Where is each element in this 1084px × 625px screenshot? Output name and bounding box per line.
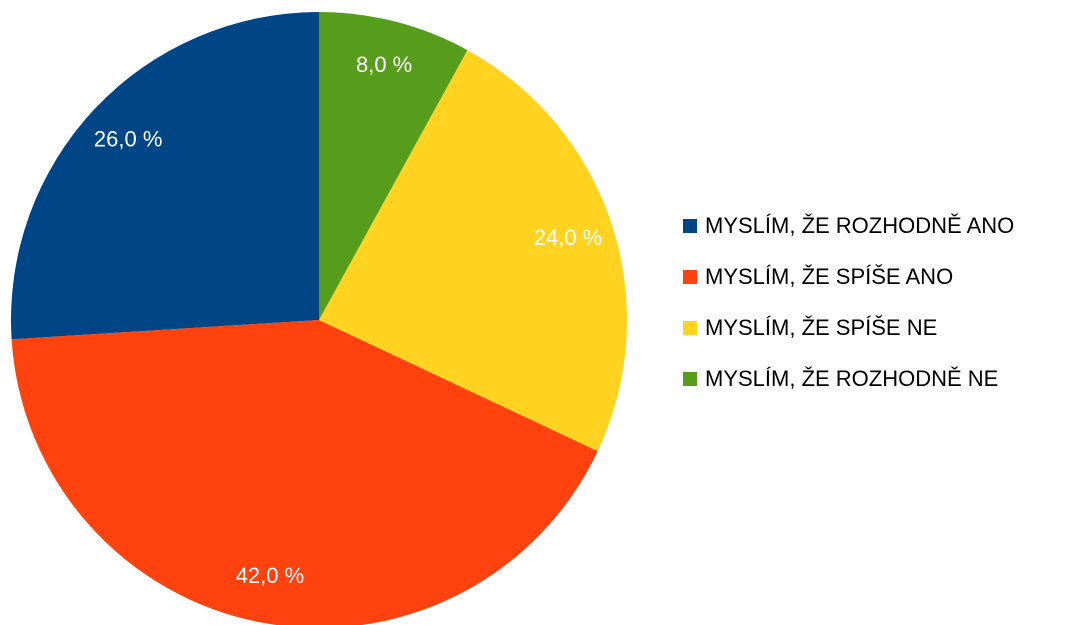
legend-label: MYSLÍM, ŽE SPÍŠE ANO xyxy=(705,264,953,289)
pie-slice xyxy=(319,50,627,452)
pie-slice xyxy=(10,12,319,340)
value-label: 24,0 % xyxy=(534,225,603,250)
legend-swatch xyxy=(683,270,697,284)
legend-label: MYSLÍM, ŽE SPÍŠE NE xyxy=(705,315,937,340)
legend-swatch xyxy=(683,372,697,386)
pie-slice xyxy=(11,320,598,625)
legend-label: MYSLÍM, ŽE ROZHODNĚ NE xyxy=(705,366,998,391)
pie-slice xyxy=(319,12,468,320)
legend-swatch xyxy=(683,321,697,335)
value-label: 8,0 % xyxy=(356,52,412,77)
legend-swatch xyxy=(683,219,697,233)
legend-label: MYSLÍM, ŽE ROZHODNĚ ANO xyxy=(705,213,1014,238)
value-label: 26,0 % xyxy=(94,127,163,152)
value-label: 42,0 % xyxy=(236,563,305,588)
